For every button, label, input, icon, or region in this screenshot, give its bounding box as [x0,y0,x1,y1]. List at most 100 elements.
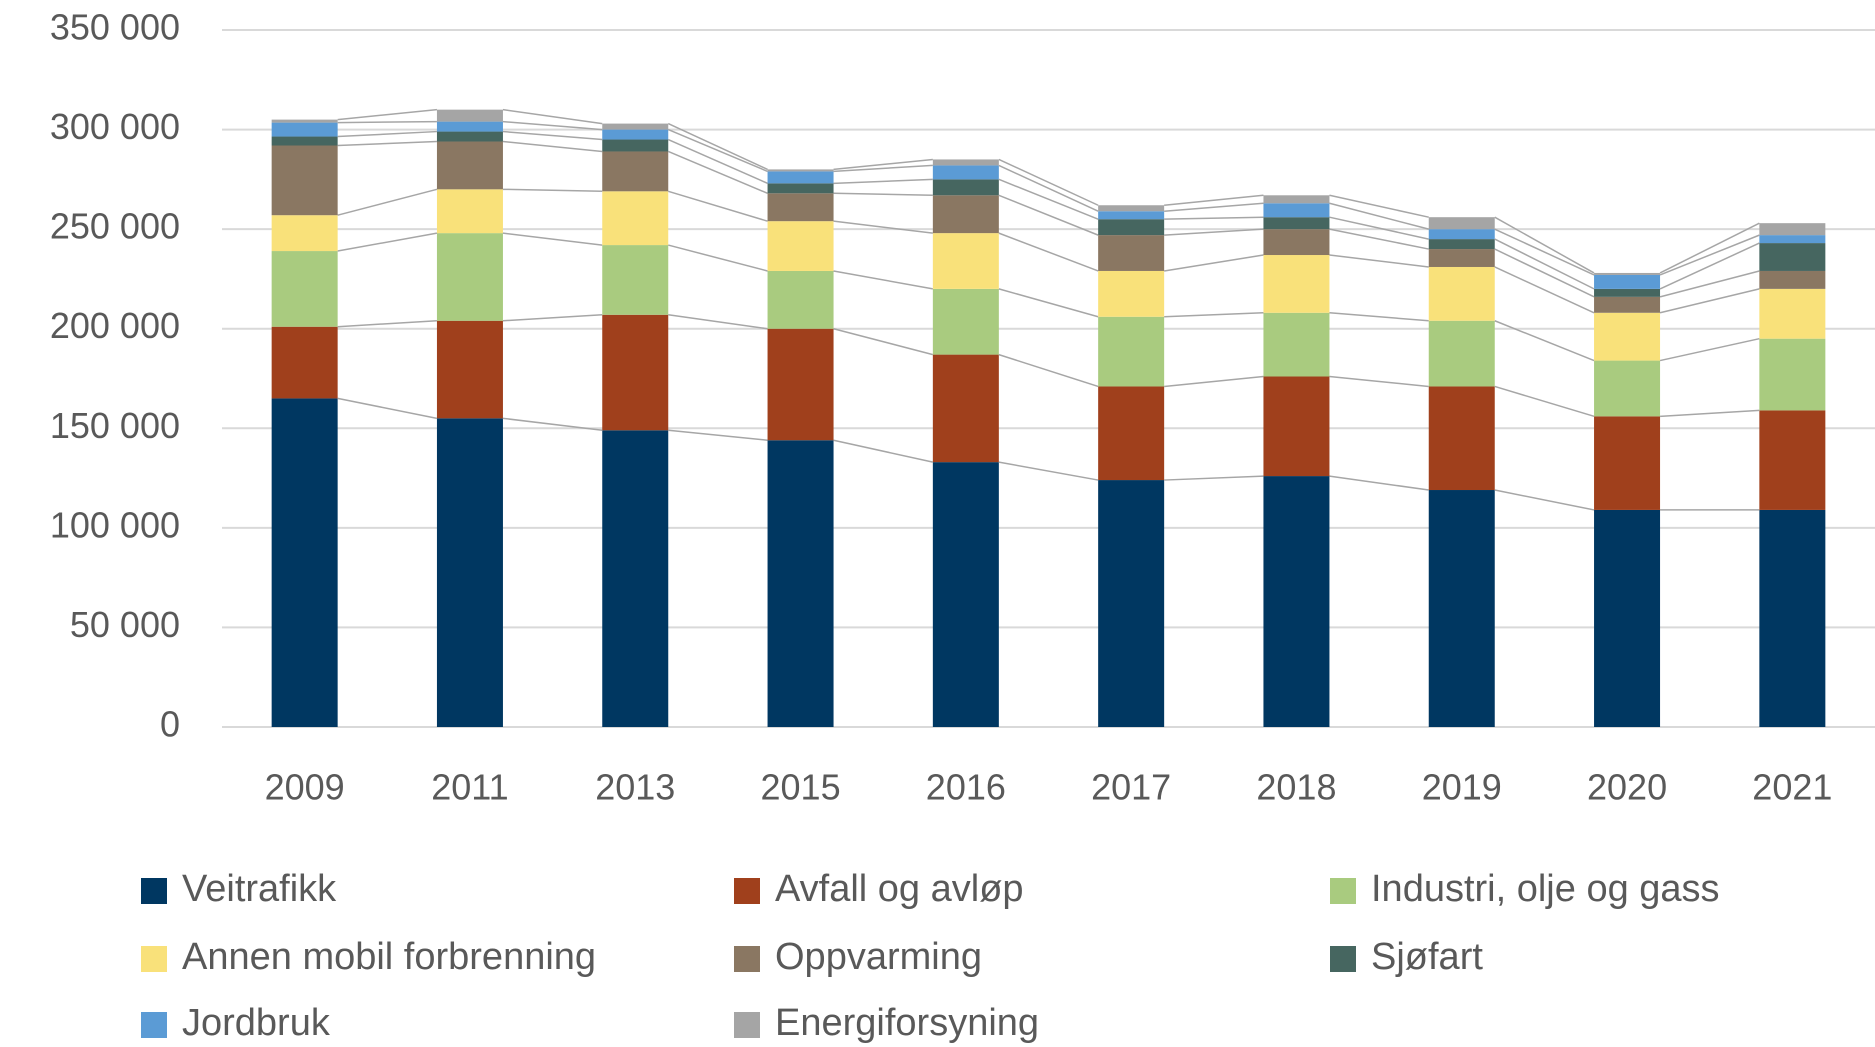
legend-swatch [141,878,167,904]
series-connector [1659,270,1760,298]
bar-segment [767,183,834,194]
legend-swatch [734,878,760,904]
bar-segment [1594,416,1661,510]
legend-label: Sjøfart [1371,936,1483,978]
series-connector [833,327,934,356]
bar-segment [1263,195,1330,204]
bar-segment [602,314,669,431]
legend-swatch [141,1012,167,1038]
bar-segment [602,430,669,727]
bar-segment [436,233,503,321]
series-connector [337,130,437,138]
series-connector [1494,385,1595,418]
bar-segment [1759,509,1826,727]
bar-segment [1098,316,1165,387]
bar-segment [271,398,338,727]
legend-swatch [734,946,760,972]
bar-segment [1263,229,1330,256]
bar-segment [767,270,834,329]
bar-segment [1098,219,1165,236]
series-connector [1329,202,1429,230]
series-connector [1329,475,1429,491]
bar-segment [1428,239,1495,250]
bar-segment [436,131,503,142]
x-tick-label: 2016 [926,767,1006,808]
bar-segment [1759,223,1826,236]
series-connector [1494,248,1595,298]
y-tick-label: 50 000 [70,604,180,645]
series-connector [668,190,768,222]
bar-segment [932,195,999,234]
x-tick-label: 2019 [1422,767,1502,808]
y-tick-label: 200 000 [50,305,180,346]
bar-segment [1098,386,1165,481]
bar-segment [1759,243,1826,271]
bar-segment [767,169,834,172]
bar-segment [1263,255,1330,313]
bar-segment [1098,211,1165,220]
bar-segment [271,145,338,216]
series-connector [1164,475,1264,481]
legend-swatch [734,1012,760,1038]
series-connector [1164,375,1264,388]
bar-segment [1594,312,1661,361]
series-connector [337,108,438,121]
bar-segment [1263,476,1330,727]
bar-segment [932,159,999,166]
bar-segment [932,462,999,727]
series-connector [998,194,1099,236]
x-tick-label: 2018 [1256,767,1336,808]
series-connector [337,140,437,147]
bar-segment [271,251,338,327]
bar-segment [932,354,999,463]
bar-segment [932,179,999,196]
series-connector [833,158,933,171]
bar-segment [271,122,338,137]
series-connector [1494,489,1595,511]
series-connector [667,150,768,194]
legend-swatch [141,946,167,972]
y-tick-label: 300 000 [50,106,180,147]
bar-segment [602,123,669,130]
series-connector [1329,312,1429,322]
series-connector [1659,288,1760,314]
series-connector [1494,238,1595,290]
bar-segment [436,109,503,122]
series-connector [1164,228,1264,236]
series-connector [1164,216,1264,220]
bar-segment [1759,410,1826,510]
series-connector [502,417,603,432]
series-connector [337,120,437,124]
legend-label: Veitrafikk [182,868,337,910]
series-connector [668,314,768,330]
bar-segment [436,121,503,132]
series-connector [1329,228,1429,250]
x-tick-label: 2020 [1587,767,1667,808]
legend-label: Annen mobil forbrenning [182,936,596,978]
series-connector [1659,222,1760,274]
series-connector [502,314,603,322]
bar-segment [602,139,669,152]
series-connector [668,244,768,272]
legend-swatch [1330,946,1356,972]
bar-segment [436,418,503,727]
bar-segment [1428,386,1495,491]
series-connector [1660,409,1760,418]
bar-segment [1759,288,1826,339]
legend-label: Avfall og avløp [775,868,1024,910]
series-connector [998,353,1099,388]
bar-segment [1594,272,1661,275]
y-tick-label: 0 [160,704,180,745]
bar-segment [1428,320,1495,387]
series-connector [667,122,768,171]
bar-segment [767,328,834,441]
legend-label: Industri, olje og gass [1371,868,1720,910]
bar-segment [436,320,503,419]
bar-segment [1263,203,1330,218]
series-connector [502,120,603,131]
series-connector [1494,266,1595,314]
series-connector [1659,234,1760,276]
bar-segment [1098,480,1165,727]
bar-segment [1098,205,1165,212]
